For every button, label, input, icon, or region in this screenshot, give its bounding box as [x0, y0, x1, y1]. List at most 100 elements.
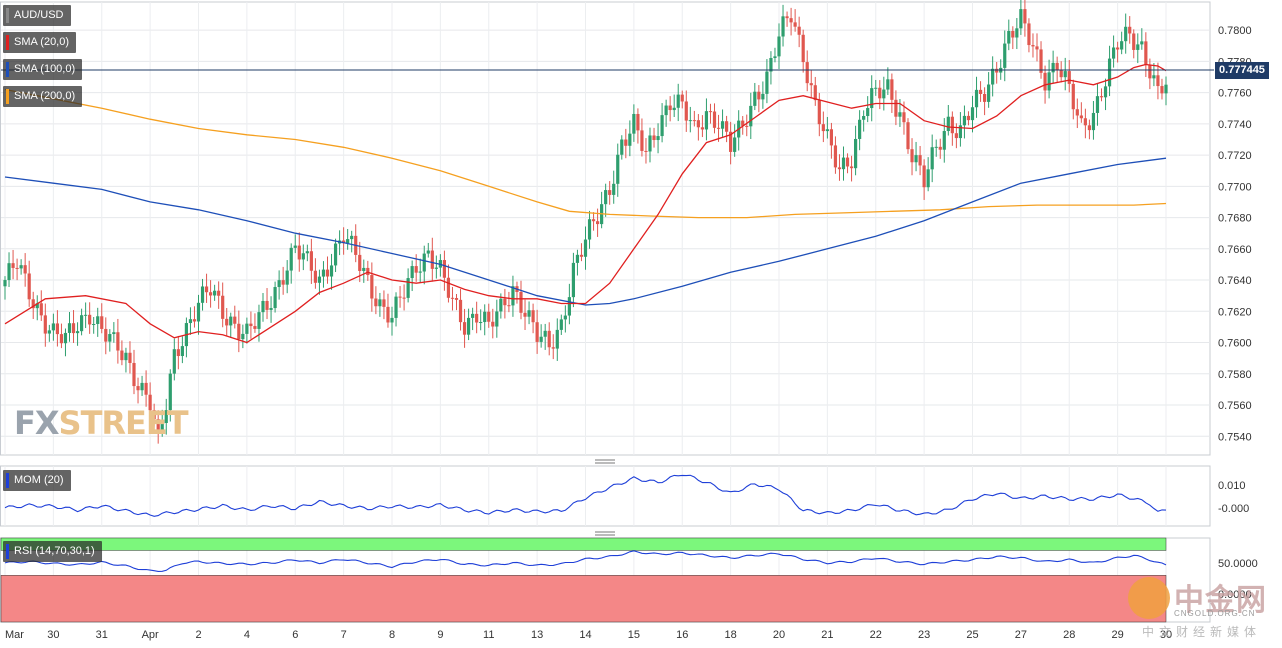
candle: [1164, 76, 1168, 106]
candle-body: [914, 155, 918, 163]
candle: [946, 104, 950, 136]
candle: [966, 111, 971, 126]
candle-body: [789, 18, 793, 23]
candle-body: [132, 362, 136, 387]
candle: [632, 104, 636, 142]
legend-rsi[interactable]: RSI (14,70,30,1): [3, 541, 102, 562]
legend-sma100[interactable]: SMA (100,0): [3, 59, 83, 80]
candle-body: [333, 243, 338, 266]
candle-body: [841, 157, 846, 170]
candle-body: [217, 290, 221, 296]
candle: [245, 317, 249, 344]
candle-body: [466, 317, 471, 335]
candle: [700, 115, 705, 138]
candle: [253, 313, 257, 333]
y-tick-label: 0.7600: [1218, 338, 1252, 350]
candle: [273, 281, 277, 313]
candle: [297, 232, 301, 272]
candle: [761, 81, 765, 109]
rsi-line: [4, 550, 1167, 572]
candle: [495, 299, 499, 338]
x-tick-label: 25: [966, 629, 978, 641]
candle-body: [539, 336, 543, 342]
candle-body: [321, 269, 326, 277]
candle: [906, 118, 910, 154]
candle-body: [213, 290, 217, 296]
legend-pair[interactable]: AUD/USD: [3, 5, 71, 26]
candle-body: [39, 303, 43, 316]
candle: [676, 83, 680, 122]
candle-body: [950, 116, 954, 134]
legend-sma200[interactable]: SMA (200,0): [3, 86, 83, 107]
candle: [325, 256, 330, 284]
candle-body: [342, 240, 346, 244]
candle-body: [712, 111, 717, 128]
candle-body: [749, 105, 753, 127]
candle: [600, 191, 604, 229]
candle: [813, 76, 817, 106]
candle-body: [982, 93, 987, 102]
candle: [208, 280, 213, 308]
candle: [479, 309, 483, 331]
candle: [696, 114, 700, 141]
candle: [430, 237, 434, 282]
candle-body: [414, 266, 418, 273]
candle: [116, 318, 120, 364]
candle: [942, 118, 946, 163]
x-tick-label: Mar: [5, 629, 24, 641]
candle: [918, 145, 922, 176]
candle: [156, 410, 160, 444]
candle: [96, 307, 100, 337]
candle: [398, 286, 402, 308]
candle-body: [531, 310, 535, 323]
candle: [829, 122, 834, 159]
candle-body: [720, 121, 725, 129]
rsi-overbought-band: [0, 537, 1167, 551]
candle: [749, 92, 753, 140]
candle: [305, 244, 309, 262]
candle: [51, 313, 55, 341]
candle-body: [43, 315, 47, 334]
x-tick-label: 4: [244, 629, 250, 641]
candle: [644, 138, 648, 164]
candle: [612, 170, 616, 204]
grid-lines: [0, 1, 1211, 623]
candle-body: [995, 68, 999, 73]
candle: [285, 260, 289, 294]
candle-body: [692, 120, 696, 122]
candle: [503, 288, 507, 319]
candle: [515, 281, 519, 304]
candle-body: [894, 99, 898, 117]
candle: [1027, 18, 1031, 53]
y-tick-label: 0.7620: [1218, 306, 1252, 318]
candle-body: [1116, 47, 1120, 50]
candle: [23, 253, 27, 287]
candle-body: [297, 245, 301, 260]
candle-body: [358, 254, 362, 271]
candle: [31, 291, 35, 320]
candle: [75, 322, 80, 346]
candle-body: [15, 267, 19, 269]
candle: [688, 106, 692, 133]
candle-body: [1124, 26, 1128, 42]
candle-body: [777, 36, 781, 57]
candle: [692, 110, 696, 127]
legend-sma20[interactable]: SMA (20,0): [3, 32, 77, 53]
candle: [628, 120, 632, 157]
candle-body: [483, 311, 487, 323]
candle-body: [350, 235, 354, 240]
candle-body: [471, 313, 475, 318]
sma20-line: [4, 63, 1167, 344]
x-tick-label: 29: [1112, 629, 1124, 641]
candle-body: [398, 296, 402, 298]
candle-body: [910, 149, 914, 163]
legend-mom[interactable]: MOM (20): [3, 470, 71, 491]
rsi-tick-label: 0.0000: [1218, 589, 1252, 601]
candle: [136, 377, 140, 404]
candle-body: [1023, 9, 1027, 24]
candle: [797, 16, 801, 48]
x-tick-label: 21: [821, 629, 833, 641]
candle: [19, 259, 23, 275]
candle: [660, 103, 664, 143]
candle: [176, 335, 180, 370]
